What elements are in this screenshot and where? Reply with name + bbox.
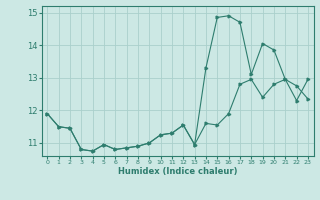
X-axis label: Humidex (Indice chaleur): Humidex (Indice chaleur) [118,167,237,176]
